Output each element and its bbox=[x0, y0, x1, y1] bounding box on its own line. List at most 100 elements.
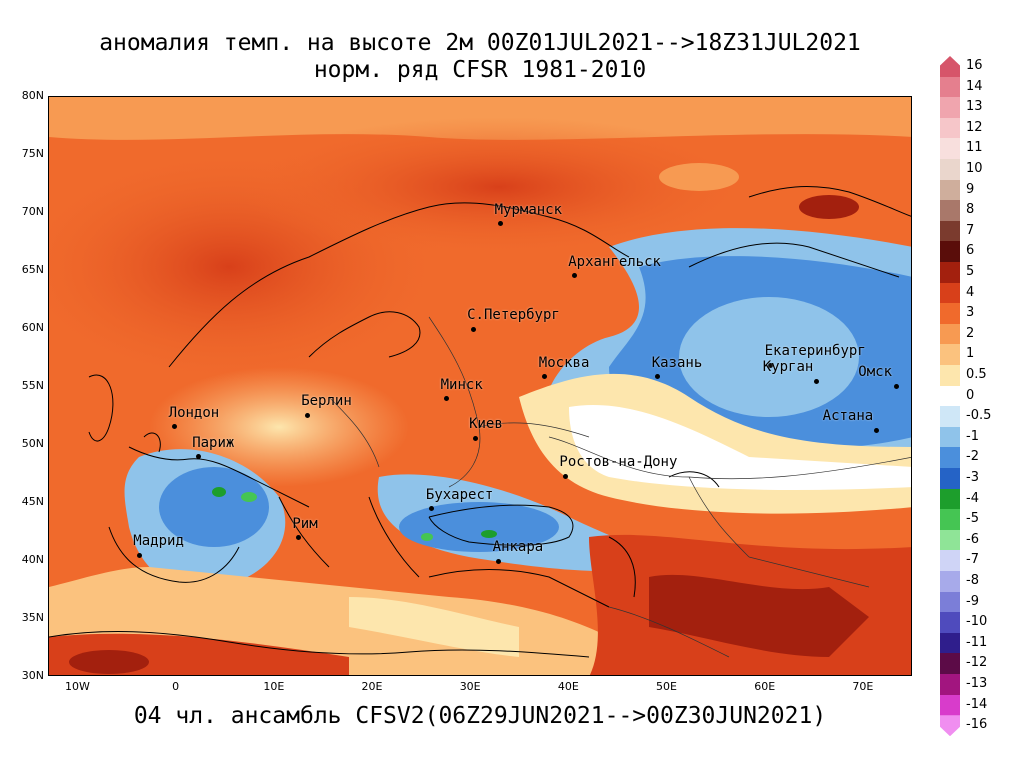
colorbar-label: -0.5 bbox=[966, 408, 992, 424]
lon-tick-label: 40E bbox=[557, 680, 579, 693]
city-dot bbox=[304, 412, 310, 418]
lat-tick-label: 45N bbox=[21, 495, 44, 508]
colorbar-label: -8 bbox=[966, 573, 979, 588]
colorbar-label: 4 bbox=[966, 284, 975, 300]
colorbar-swatch bbox=[940, 653, 960, 675]
colorbar-label: -10 bbox=[966, 614, 988, 630]
city-label: С.Петербург bbox=[467, 307, 560, 324]
colorbar-swatch bbox=[940, 138, 960, 160]
lat-tick-label: 70N bbox=[21, 205, 44, 218]
lat-tick-label: 50N bbox=[21, 437, 44, 450]
city-dot bbox=[571, 273, 577, 279]
city-dot bbox=[814, 378, 820, 384]
lon-tick-label: 0 bbox=[172, 680, 180, 693]
colorbar-legend: 16 14 13 12 11 10 9 8 7 6 5 4 3 2 1 0.5 0 -0.5 -1 -2 -3 -4 -5 -… bbox=[940, 48, 1020, 737]
hot-core-iran bbox=[649, 574, 869, 657]
map-title: аномалия темп. на высоте 2м 00Z01JUL2021… bbox=[99, 30, 861, 56]
colorbar-swatch bbox=[940, 220, 960, 242]
colorbar-label: -7 bbox=[966, 552, 979, 568]
colorbar-label: 2 bbox=[966, 325, 975, 341]
city-dot bbox=[874, 427, 880, 433]
anomaly-patch bbox=[421, 533, 433, 541]
colorbar-label: 14 bbox=[966, 78, 983, 94]
city-dot bbox=[444, 396, 450, 402]
anomaly-patch bbox=[481, 530, 497, 538]
colorbar-swatch bbox=[940, 344, 960, 366]
colorbar-swatch bbox=[940, 76, 960, 98]
hot-core-arctic bbox=[799, 195, 859, 219]
city-label: Казань bbox=[651, 354, 703, 371]
colorbar-swatch bbox=[940, 365, 960, 387]
anomaly-patch bbox=[212, 487, 226, 497]
city-dot bbox=[472, 435, 478, 441]
city-dot bbox=[893, 383, 899, 389]
colorbar-label: 0.5 bbox=[966, 367, 987, 382]
colorbar-swatch bbox=[940, 715, 960, 737]
colorbar-label: -2 bbox=[966, 449, 979, 465]
lat-tick-label: 30N bbox=[21, 669, 44, 682]
city-label: Берлин bbox=[301, 393, 352, 409]
colorbar-swatch bbox=[940, 159, 960, 181]
lon-tick-label: 70E bbox=[852, 680, 874, 693]
cold-core-france bbox=[159, 467, 269, 547]
country-borders bbox=[328, 316, 911, 658]
city-label: Анкара bbox=[492, 539, 544, 556]
colorbar-label: 6 bbox=[966, 243, 975, 259]
colorbar-label: -14 bbox=[966, 696, 988, 712]
lon-tick-label: 10W bbox=[65, 680, 90, 693]
colorbar-label: -11 bbox=[966, 634, 988, 650]
lat-tick-label: 75N bbox=[21, 147, 44, 160]
colorbar-swatch bbox=[940, 200, 960, 222]
hot-core-africa bbox=[69, 650, 149, 674]
city-dot bbox=[562, 473, 568, 479]
colorbar-swatch bbox=[940, 282, 960, 304]
colorbar-swatch bbox=[940, 262, 960, 284]
city-label: Мурманск bbox=[494, 201, 563, 218]
colorbar-swatch bbox=[940, 550, 960, 572]
lat-tick-label: 60N bbox=[21, 321, 44, 334]
colorbar-label: -1 bbox=[966, 428, 979, 444]
city-label: Минск bbox=[440, 376, 483, 393]
city-dot bbox=[295, 535, 301, 541]
colorbar-swatch bbox=[940, 488, 960, 510]
lon-tick-label: 30E bbox=[459, 680, 481, 693]
city-label: Париж bbox=[192, 434, 235, 451]
colorbar-label: -3 bbox=[966, 470, 979, 485]
colorbar-label: 5 bbox=[966, 264, 975, 279]
colorbar-label: 13 bbox=[966, 99, 983, 115]
colorbar-swatch bbox=[940, 179, 960, 201]
city-label: Мадрид bbox=[133, 533, 184, 550]
city-label: Бухарест bbox=[425, 486, 494, 503]
lat-tick-label: 65N bbox=[21, 263, 44, 276]
colorbar-label: 16 bbox=[966, 58, 983, 73]
lon-tick-label: 20E bbox=[361, 680, 383, 693]
warm-patch-arctic bbox=[659, 163, 739, 191]
colorbar-label: 10 bbox=[966, 161, 983, 176]
colorbar-label: -4 bbox=[966, 490, 979, 506]
city-label: Лондон bbox=[168, 404, 220, 421]
light-east-med bbox=[349, 597, 519, 657]
lat-tick-label: 40N bbox=[21, 553, 44, 566]
colorbar-label: 8 bbox=[966, 202, 975, 218]
colorbar-swatch bbox=[940, 571, 960, 593]
colorbar-swatch bbox=[940, 303, 960, 325]
colorbar-swatch bbox=[940, 447, 960, 469]
map-subtitle: норм. ряд CFSR 1981-2010 bbox=[313, 57, 647, 83]
colorbar-label: 12 bbox=[966, 119, 983, 135]
city-dot bbox=[470, 326, 476, 332]
colorbar-swatch bbox=[940, 674, 960, 696]
colorbar-label: 7 bbox=[966, 222, 975, 238]
anomaly-map bbox=[48, 96, 912, 676]
city-dot bbox=[496, 558, 502, 564]
colorbar-label: 1 bbox=[966, 346, 975, 362]
colorbar-label: -13 bbox=[966, 676, 988, 691]
colorbar-label: -5 bbox=[966, 511, 979, 527]
lat-tick-label: 35N bbox=[21, 611, 44, 624]
city-dot bbox=[172, 424, 178, 430]
colorbar-swatch bbox=[940, 529, 960, 551]
city-dot bbox=[136, 552, 142, 558]
colorbar-label: -12 bbox=[966, 655, 988, 671]
city-label: Ростов-на-Дону bbox=[559, 454, 678, 471]
colorbar-swatch bbox=[940, 632, 960, 654]
city-dot bbox=[429, 506, 435, 512]
